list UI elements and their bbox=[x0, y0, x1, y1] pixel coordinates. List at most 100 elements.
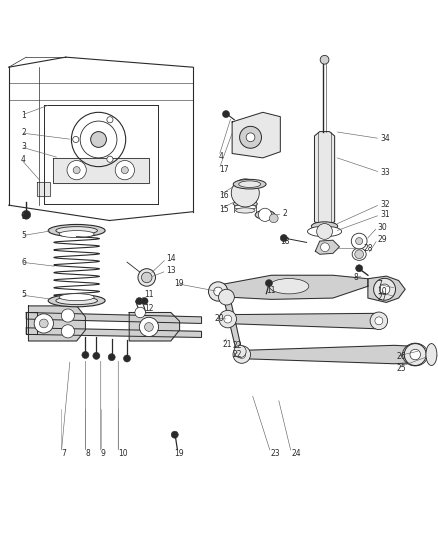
Circle shape bbox=[374, 278, 396, 300]
Circle shape bbox=[61, 325, 74, 338]
Ellipse shape bbox=[239, 181, 261, 188]
Circle shape bbox=[258, 208, 272, 221]
Circle shape bbox=[356, 238, 363, 245]
Circle shape bbox=[115, 160, 134, 180]
Circle shape bbox=[404, 344, 426, 366]
Circle shape bbox=[351, 233, 367, 249]
Circle shape bbox=[356, 265, 363, 272]
Polygon shape bbox=[212, 275, 368, 300]
Text: 14: 14 bbox=[166, 254, 176, 263]
Circle shape bbox=[73, 167, 80, 174]
Text: 5: 5 bbox=[21, 231, 26, 240]
Text: 29: 29 bbox=[378, 235, 387, 244]
Text: 2: 2 bbox=[283, 209, 287, 219]
Circle shape bbox=[208, 282, 228, 301]
Ellipse shape bbox=[138, 269, 155, 286]
Circle shape bbox=[320, 55, 329, 64]
Circle shape bbox=[231, 179, 259, 207]
Ellipse shape bbox=[352, 248, 366, 260]
Circle shape bbox=[410, 349, 420, 360]
Text: 8: 8 bbox=[354, 273, 359, 282]
Circle shape bbox=[370, 312, 388, 329]
Text: 34: 34 bbox=[380, 134, 390, 143]
Ellipse shape bbox=[48, 224, 105, 237]
Circle shape bbox=[219, 310, 237, 328]
Polygon shape bbox=[26, 312, 37, 334]
Circle shape bbox=[224, 315, 232, 323]
Circle shape bbox=[124, 355, 131, 362]
Text: 5: 5 bbox=[21, 290, 26, 300]
Text: 3: 3 bbox=[21, 142, 26, 151]
Circle shape bbox=[139, 317, 159, 336]
Text: 21: 21 bbox=[223, 340, 232, 349]
Text: 13: 13 bbox=[166, 266, 176, 276]
Text: 9: 9 bbox=[101, 449, 106, 458]
Ellipse shape bbox=[56, 227, 97, 235]
Circle shape bbox=[233, 346, 251, 364]
Text: 10: 10 bbox=[378, 287, 387, 296]
Circle shape bbox=[121, 167, 128, 174]
Circle shape bbox=[234, 345, 246, 358]
Circle shape bbox=[246, 133, 255, 142]
Text: 19: 19 bbox=[174, 279, 184, 288]
Text: 22: 22 bbox=[232, 341, 242, 350]
Circle shape bbox=[145, 322, 153, 332]
Text: 17: 17 bbox=[219, 165, 229, 174]
Polygon shape bbox=[232, 112, 280, 158]
Circle shape bbox=[214, 287, 223, 296]
Circle shape bbox=[22, 211, 31, 219]
Circle shape bbox=[82, 351, 89, 359]
Circle shape bbox=[67, 160, 86, 180]
Polygon shape bbox=[368, 276, 405, 302]
Polygon shape bbox=[315, 240, 339, 254]
Ellipse shape bbox=[233, 195, 258, 200]
Circle shape bbox=[141, 272, 152, 282]
Ellipse shape bbox=[255, 211, 275, 219]
Text: 18: 18 bbox=[280, 237, 290, 246]
Text: 11: 11 bbox=[266, 286, 276, 295]
Ellipse shape bbox=[233, 179, 266, 189]
Ellipse shape bbox=[59, 231, 94, 238]
Text: 8: 8 bbox=[85, 449, 90, 458]
Polygon shape bbox=[53, 158, 149, 183]
Ellipse shape bbox=[311, 222, 338, 231]
Text: 7: 7 bbox=[378, 279, 382, 288]
Circle shape bbox=[240, 126, 261, 148]
Ellipse shape bbox=[307, 226, 342, 237]
Ellipse shape bbox=[234, 198, 256, 203]
Ellipse shape bbox=[234, 205, 256, 210]
Text: 30: 30 bbox=[378, 223, 387, 231]
Ellipse shape bbox=[269, 279, 309, 294]
Text: 15: 15 bbox=[219, 205, 229, 214]
Circle shape bbox=[379, 284, 390, 295]
Circle shape bbox=[280, 235, 287, 241]
Text: 28: 28 bbox=[364, 245, 373, 254]
Circle shape bbox=[223, 110, 230, 118]
Circle shape bbox=[171, 431, 178, 438]
Text: 25: 25 bbox=[396, 364, 406, 373]
Text: 12: 12 bbox=[145, 304, 154, 313]
Circle shape bbox=[269, 214, 278, 223]
Circle shape bbox=[375, 317, 383, 325]
Circle shape bbox=[91, 132, 106, 147]
Circle shape bbox=[136, 297, 143, 304]
Ellipse shape bbox=[233, 201, 258, 206]
Text: 33: 33 bbox=[380, 168, 390, 177]
Circle shape bbox=[39, 319, 48, 328]
Text: 20: 20 bbox=[215, 314, 224, 322]
Ellipse shape bbox=[48, 295, 105, 307]
Text: 26: 26 bbox=[396, 352, 406, 361]
Polygon shape bbox=[37, 182, 50, 197]
Text: 7: 7 bbox=[61, 449, 66, 458]
Text: 31: 31 bbox=[380, 211, 390, 219]
Text: 19: 19 bbox=[174, 449, 184, 458]
Circle shape bbox=[108, 354, 115, 361]
Polygon shape bbox=[28, 306, 85, 341]
Text: 16: 16 bbox=[219, 191, 229, 200]
Text: 10: 10 bbox=[118, 449, 128, 458]
Text: 24: 24 bbox=[291, 449, 301, 458]
Polygon shape bbox=[26, 328, 201, 337]
Text: 27: 27 bbox=[378, 293, 387, 302]
Text: 2: 2 bbox=[21, 128, 26, 138]
Circle shape bbox=[93, 352, 100, 359]
